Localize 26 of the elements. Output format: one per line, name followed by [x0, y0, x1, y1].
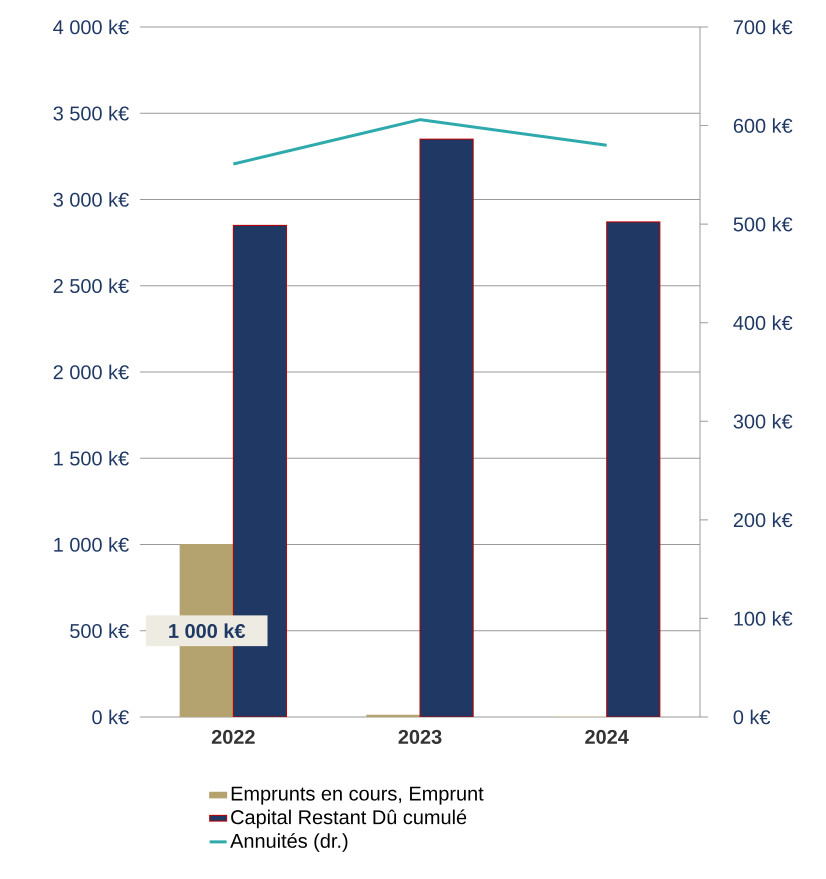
y2-tick-label: 300 k€: [734, 414, 792, 429]
legend-label: Emprunts en cours, Emprunt: [232, 786, 484, 805]
y-tick-label: 500 k€: [70, 623, 129, 638]
y-tick-label: 1 000 k€: [54, 537, 129, 552]
legend-label: Capital Restant Dû cumulé: [231, 809, 466, 828]
y-tick-label: 2 500 k€: [54, 278, 129, 294]
y2-tick-label: 200 k€: [734, 512, 792, 528]
y2-tick-label: 500 k€: [734, 216, 792, 232]
x-tick-label: 2024: [585, 730, 629, 744]
y-tick-label: 3 500 k€: [53, 106, 129, 121]
y-tick-label: 0 k€: [92, 710, 129, 724]
x-tick-label: 2023: [398, 730, 442, 744]
y-tick-label: 2 000 k€: [54, 364, 129, 380]
bar: [420, 138, 474, 717]
y2-tick-label: 100 k€: [734, 611, 792, 626]
y2-tick-label: 600 k€: [734, 118, 792, 133]
legend-label: Annuités (dr.): [230, 833, 348, 852]
y-tick-label: 1 500 k€: [54, 450, 129, 466]
y-tick-label: 4 000 k€: [53, 20, 129, 34]
x-tick-label: 2022: [212, 730, 255, 744]
bar: [606, 221, 660, 717]
y2-tick-label: 0 k€: [734, 710, 770, 724]
y-tick-label: 3 000 k€: [53, 192, 129, 207]
y2-tick-label: 700 k€: [734, 20, 792, 34]
data-label: 1 000 k€: [169, 623, 246, 638]
y2-tick-label: 400 k€: [733, 315, 792, 330]
